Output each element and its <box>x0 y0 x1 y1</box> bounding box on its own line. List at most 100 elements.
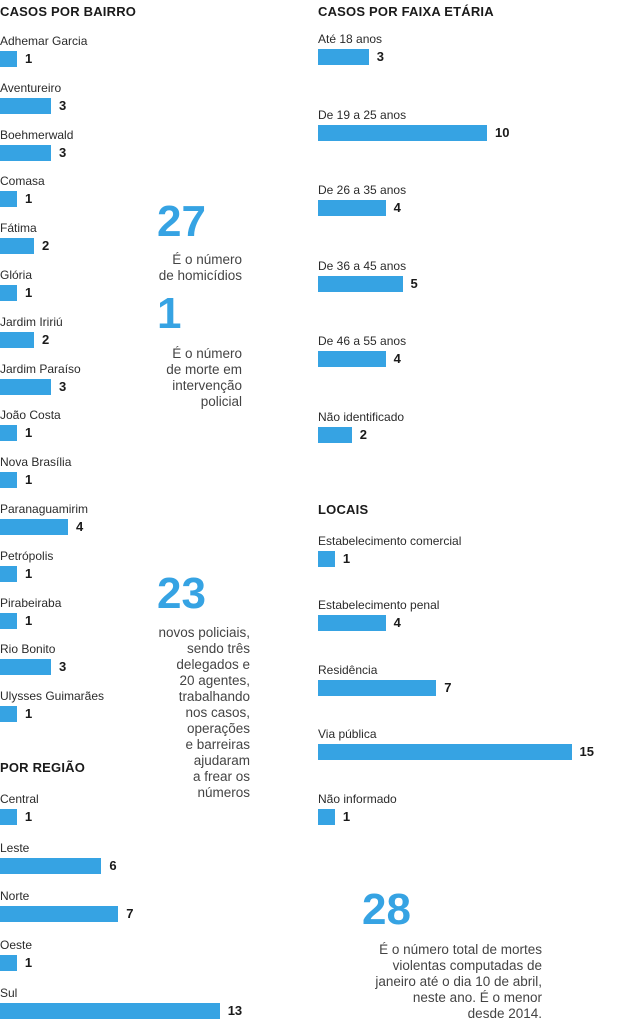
category-label: Sul <box>0 986 18 1000</box>
value-label: 3 <box>59 97 67 113</box>
category-label: Jardim Iririú <box>0 314 63 329</box>
bar <box>0 857 102 874</box>
value-label: 13 <box>227 1003 243 1018</box>
category-label: Norte <box>0 889 30 903</box>
value-label: 1 <box>25 51 33 66</box>
value-label: 3 <box>59 144 67 160</box>
bar <box>318 49 369 65</box>
bar <box>318 808 335 825</box>
highlight-total-text: É o número total de mortes violentas com… <box>375 942 542 1021</box>
bar <box>0 809 17 825</box>
category-label: Adhemar Garcia <box>0 34 88 48</box>
category-label: Nova Brasília <box>0 455 72 470</box>
bar <box>0 954 17 971</box>
category-label: Jardim Paraíso <box>0 361 81 376</box>
value-label: 15 <box>579 744 594 760</box>
category-label: Rio Bonito <box>0 642 56 657</box>
value-label: 2 <box>42 331 50 347</box>
category-label: Residência <box>318 662 378 677</box>
value-label: 10 <box>495 124 510 140</box>
value-label: 1 <box>25 191 33 207</box>
bar <box>0 191 17 208</box>
value-label: 1 <box>25 706 33 722</box>
bar <box>318 679 437 696</box>
value-label: 1 <box>24 809 33 824</box>
bar <box>0 706 17 723</box>
bar <box>318 551 335 567</box>
bar <box>318 744 572 761</box>
value-label: 1 <box>342 808 351 824</box>
chart-title: CASOS POR FAIXA ETÁRIA <box>318 4 494 19</box>
bar <box>318 124 487 141</box>
bar <box>0 659 51 676</box>
bar <box>0 906 119 922</box>
category-label: De 46 a 55 anos <box>318 334 407 348</box>
category-label: De 19 a 25 anos <box>318 107 407 122</box>
category-label: Estabelecimento comercial <box>318 534 462 548</box>
chart-title: POR REGIÃO <box>0 760 86 775</box>
value-label: 1 <box>342 551 351 566</box>
value-label: 3 <box>59 659 67 675</box>
bar <box>0 612 17 629</box>
category-label: Aventureiro <box>0 80 62 95</box>
highlight-policiais-number: 23 <box>157 569 206 618</box>
bar <box>0 144 51 161</box>
value-label: 4 <box>76 519 84 534</box>
bar <box>0 472 17 489</box>
category-label: Leste <box>0 840 30 855</box>
highlight-homicidios-number: 27 <box>157 197 206 246</box>
bar <box>0 565 17 582</box>
bar <box>0 519 68 535</box>
category-label: Não identificado <box>318 409 405 424</box>
category-label: Ulysses Guimarães <box>0 689 105 704</box>
bar <box>318 200 386 216</box>
bar <box>0 1003 220 1019</box>
category-label: Comasa <box>0 174 45 189</box>
value-label: 4 <box>393 200 401 215</box>
highlight-intervencao-text: É o número de morte em intervenção polic… <box>166 346 242 409</box>
bar <box>0 97 51 114</box>
category-label: Oeste <box>0 937 33 952</box>
value-label: 2 <box>359 426 368 442</box>
value-label: 1 <box>25 612 33 628</box>
category-label: Petrópolis <box>0 548 54 563</box>
value-label: 3 <box>376 49 384 64</box>
highlight-policiais-text: novos policiais, sendo três delegados e … <box>158 625 250 800</box>
category-label: Não informado <box>318 791 397 806</box>
value-label: 2 <box>42 238 50 254</box>
category-label: De 36 a 45 anos <box>318 258 407 273</box>
bar <box>318 351 386 367</box>
category-label: Central <box>0 792 39 806</box>
value-label: 7 <box>444 679 452 695</box>
category-label: Até 18 anos <box>318 32 383 46</box>
highlight-total-number: 28 <box>362 885 411 934</box>
value-label: 7 <box>126 906 134 921</box>
category-label: Pirabeiraba <box>0 595 62 610</box>
bar <box>0 285 17 301</box>
value-label: 1 <box>25 285 33 300</box>
category-label: João Costa <box>0 408 61 423</box>
bar <box>0 51 17 67</box>
value-label: 6 <box>109 857 117 873</box>
bar <box>0 238 34 255</box>
value-label: 5 <box>410 275 418 291</box>
category-label: Estabelecimento penal <box>318 598 440 613</box>
bar <box>0 425 17 442</box>
value-label: 1 <box>25 425 33 441</box>
value-label: 1 <box>24 954 33 970</box>
chart-title: LOCAIS <box>318 502 369 517</box>
highlight-homicidios-text: É o número de homicídios <box>158 252 242 283</box>
bar <box>318 275 403 292</box>
value-label: 4 <box>393 615 401 631</box>
bar <box>0 331 34 348</box>
bar <box>318 615 386 632</box>
chart-title: CASOS POR BAIRRO <box>0 4 137 19</box>
value-label: 3 <box>59 378 67 394</box>
value-label: 4 <box>393 351 401 366</box>
bar <box>0 378 51 395</box>
value-label: 1 <box>25 472 33 488</box>
category-label: De 26 a 35 anos <box>318 183 407 197</box>
category-label: Glória <box>0 268 33 282</box>
category-label: Boehmerwald <box>0 127 74 142</box>
category-label: Fátima <box>0 221 37 236</box>
